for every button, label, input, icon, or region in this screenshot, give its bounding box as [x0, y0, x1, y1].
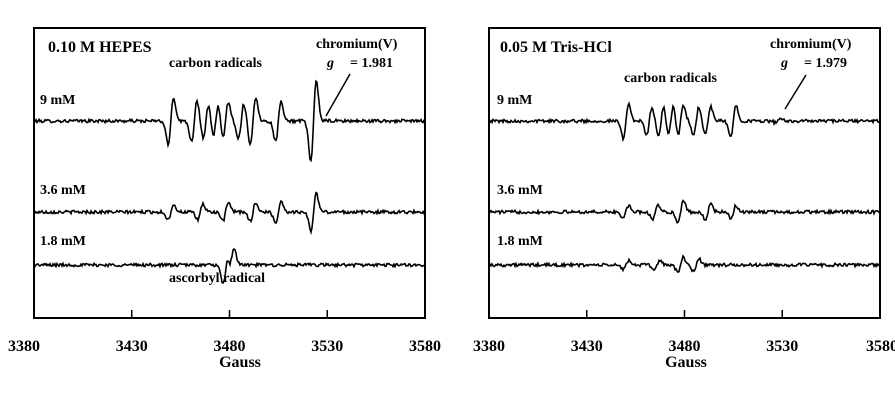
x-tick-label: 3380 — [8, 338, 40, 355]
g-symbol: g — [780, 56, 788, 71]
trace-label-3-6mm: 3.6 mM — [497, 183, 543, 198]
x-tick-label: 3530 — [311, 338, 343, 355]
x-tick-label: 3480 — [214, 338, 246, 355]
x-tick-label: 3380 — [473, 338, 505, 355]
trace-9mm — [33, 79, 426, 163]
trace-label-3-6mm: 3.6 mM — [40, 183, 86, 198]
panel-tris: 0.05 M Tris-HCl carbon radicals chromium… — [473, 27, 895, 371]
ascorbyl-radical-label: ascorbyl radical — [169, 271, 265, 286]
x-axis: 3380 3430 3480 3530 3580 — [473, 310, 895, 355]
x-axis-title: Gauss — [219, 354, 261, 371]
panel-hepes: 0.10 M HEPES carbon radicals chromium(V)… — [8, 27, 441, 371]
chromium-pointer — [325, 73, 351, 117]
trace-label-9mm: 9 mM — [40, 93, 75, 108]
x-tick-label: 3430 — [571, 338, 603, 355]
trace-label-1-8mm: 1.8 mM — [40, 234, 86, 249]
trace-1-8mm — [488, 254, 881, 274]
x-tick-label: 3580 — [409, 338, 441, 355]
x-axis: 3380 3430 3480 3530 3580 — [8, 310, 441, 355]
trace-9mm — [489, 101, 881, 143]
traces — [488, 101, 881, 274]
x-tick-label: 3480 — [669, 338, 701, 355]
carbon-radicals-label: carbon radicals — [169, 56, 262, 71]
trace-3-6mm — [33, 191, 426, 236]
traces — [33, 79, 426, 285]
chromium-label: chromium(V) — [316, 37, 398, 52]
x-tick-label: 3580 — [866, 338, 895, 355]
g-value: = 1.981 — [350, 56, 393, 71]
carbon-radicals-label: carbon radicals — [624, 71, 717, 86]
trace-3-6mm — [488, 199, 881, 224]
chromium-label: chromium(V) — [770, 37, 852, 52]
trace-label-9mm: 9 mM — [497, 93, 532, 108]
g-symbol: g — [326, 56, 334, 71]
x-tick-label: 3530 — [766, 338, 798, 355]
panel-title: 0.10 M HEPES — [48, 39, 152, 56]
trace-label-1-8mm: 1.8 mM — [497, 234, 543, 249]
panel-title: 0.05 M Tris-HCl — [500, 39, 612, 56]
x-tick-label: 3430 — [116, 338, 148, 355]
trace-1-8mm — [33, 247, 426, 285]
x-axis-title: Gauss — [665, 354, 707, 371]
chromium-pointer — [784, 74, 807, 110]
g-value: = 1.979 — [804, 56, 847, 71]
